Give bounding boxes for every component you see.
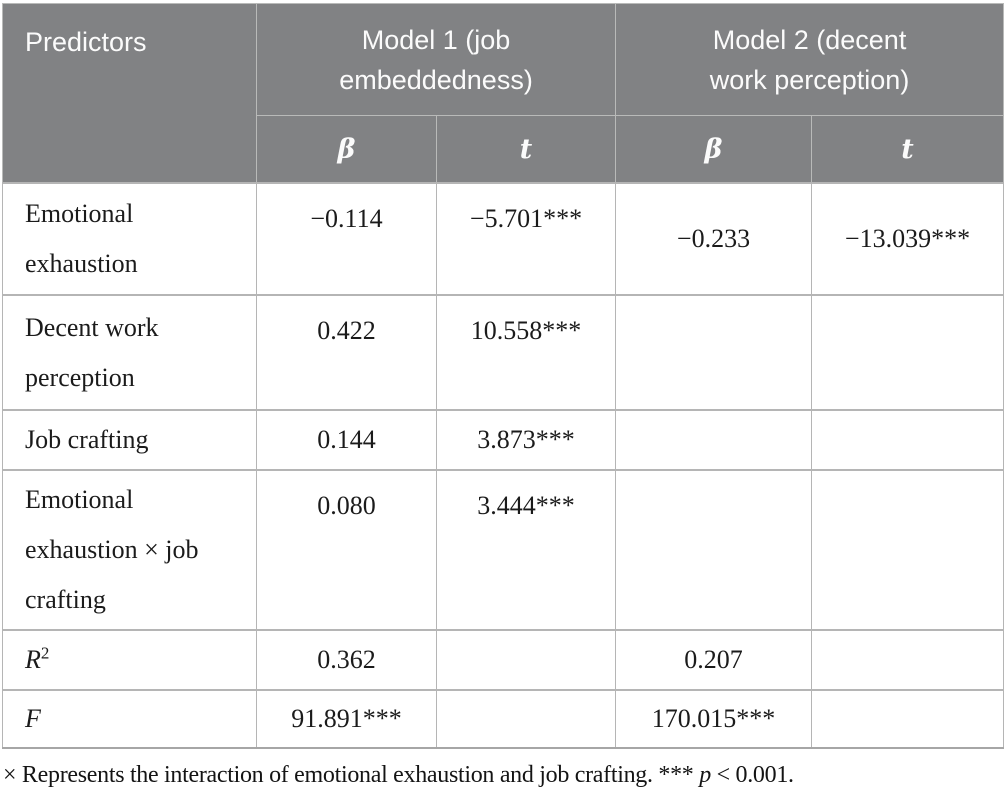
table-row-decent-work-perception: Decent work perception 0.422 10.558*** [2, 294, 1005, 411]
column-header-predictors: Predictors [2, 3, 257, 184]
cell-model2-t [811, 469, 1005, 631]
cell-model2-beta [615, 409, 813, 471]
cell-model2-t: −13.039*** [811, 182, 1005, 296]
cell-model1-t: 3.873*** [435, 409, 617, 471]
table-header-row-stats: β t β t [3, 115, 1005, 184]
cell-model1-beta: 91.891*** [256, 689, 437, 749]
cell-model1-beta: 0.080 [256, 469, 437, 631]
cell-model1-beta: −0.114 [256, 182, 437, 296]
cell-model1-t: 10.558*** [435, 294, 617, 411]
cell-model1-beta: 0.362 [256, 629, 437, 691]
r-squared-exponent: 2 [40, 643, 50, 663]
column-header-model1-t: t [435, 115, 617, 184]
predictor-label: Job crafting [2, 409, 257, 471]
cell-model2-beta: 0.207 [615, 629, 813, 691]
regression-results-table: Predictors Model 1 (job embeddedness) Mo… [2, 3, 1005, 749]
predictor-label: Decent work perception [2, 294, 257, 411]
footnote-significance: < 0.001. [710, 762, 794, 788]
table-row-f-statistic: F 91.891*** 170.015*** [2, 689, 1005, 749]
cell-model2-beta: −0.233 [615, 182, 813, 296]
cell-model2-beta [615, 469, 813, 631]
cell-model1-beta: 0.422 [256, 294, 437, 411]
cell-model1-t [435, 689, 617, 749]
table-row-job-crafting: Job crafting 0.144 3.873*** [2, 409, 1005, 471]
cell-model2-t [811, 294, 1005, 411]
column-header-model1: Model 1 (job embeddedness) [255, 3, 617, 116]
column-header-model1-beta: β [256, 115, 437, 184]
predictor-label: Emotional exhaustion × job crafting [2, 469, 257, 631]
cell-model2-t [811, 629, 1005, 691]
table-body: Emotional exhaustion −0.114 −5.701*** −0… [2, 182, 1005, 749]
r-squared-symbol: R [25, 645, 41, 674]
footnote-text: × Represents the interaction of emotiona… [3, 762, 700, 788]
table-row-r-squared: R2 0.362 0.207 [2, 629, 1005, 691]
footnote-p-symbol: p [699, 762, 711, 788]
cell-model1-t: 3.444*** [435, 469, 617, 631]
predictor-label: F [2, 689, 257, 749]
table-header-row-models: Predictors Model 1 (job embeddedness) Mo… [2, 3, 1005, 184]
table-row-emotional-exhaustion: Emotional exhaustion −0.114 −5.701*** −0… [2, 182, 1005, 296]
table-header: Predictors Model 1 (job embeddedness) Mo… [2, 3, 1005, 184]
cell-model1-t: −5.701*** [435, 182, 617, 296]
table-footnote: × Represents the interaction of emotiona… [3, 762, 1001, 789]
table-row-interaction: Emotional exhaustion × job crafting 0.08… [2, 469, 1005, 631]
cell-model1-t [435, 629, 617, 691]
cell-model2-beta: 170.015*** [615, 689, 813, 749]
cell-model2-t [811, 409, 1005, 471]
cell-model2-t [811, 689, 1005, 749]
predictor-label: R2 [2, 629, 257, 691]
predictor-label: Emotional exhaustion [2, 182, 257, 296]
column-header-model2-t: t [811, 115, 1005, 184]
column-header-model2-beta: β [615, 115, 813, 184]
cell-model1-beta: 0.144 [256, 409, 437, 471]
column-header-model2: Model 2 (decent work perception) [615, 3, 1005, 116]
cell-model2-beta [615, 294, 813, 411]
